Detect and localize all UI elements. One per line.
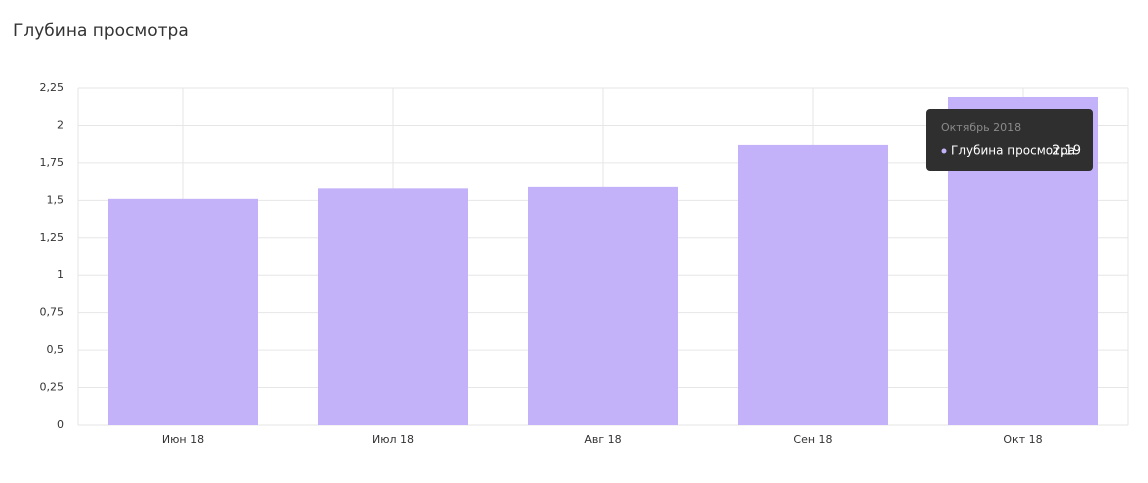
y-tick-label: 2,25: [40, 81, 65, 94]
y-tick-label: 0: [57, 418, 64, 431]
x-tick-label: Сен 18: [793, 433, 832, 446]
x-tick-label: Июн 18: [162, 433, 204, 446]
x-tick-label: Окт 18: [1003, 433, 1042, 446]
bar: [318, 188, 468, 425]
bar: [528, 186, 678, 425]
y-tick-label: 1,75: [40, 156, 65, 169]
bar: [108, 198, 258, 425]
x-tick-label: Авг 18: [584, 433, 621, 446]
y-tick-label: 1: [57, 268, 64, 281]
chart-title: Глубина просмотра: [13, 21, 189, 41]
x-tick-label: Июл 18: [372, 433, 414, 446]
tooltip-series: Глубина просмотра: [951, 144, 1075, 158]
y-tick-label: 2: [57, 118, 64, 131]
tooltip-title: Октябрь 2018: [941, 121, 1021, 134]
tooltip-box: [926, 109, 1093, 171]
tooltip-dot: [941, 148, 947, 154]
y-tick-label: 0,25: [40, 381, 65, 394]
y-tick-label: 0,75: [40, 306, 65, 319]
y-tick-label: 0,5: [47, 343, 65, 356]
tooltip-value: 2,19: [1052, 144, 1081, 159]
bar: [738, 144, 888, 425]
y-tick-label: 1,25: [40, 231, 65, 244]
y-tick-label: 1,5: [47, 193, 65, 206]
